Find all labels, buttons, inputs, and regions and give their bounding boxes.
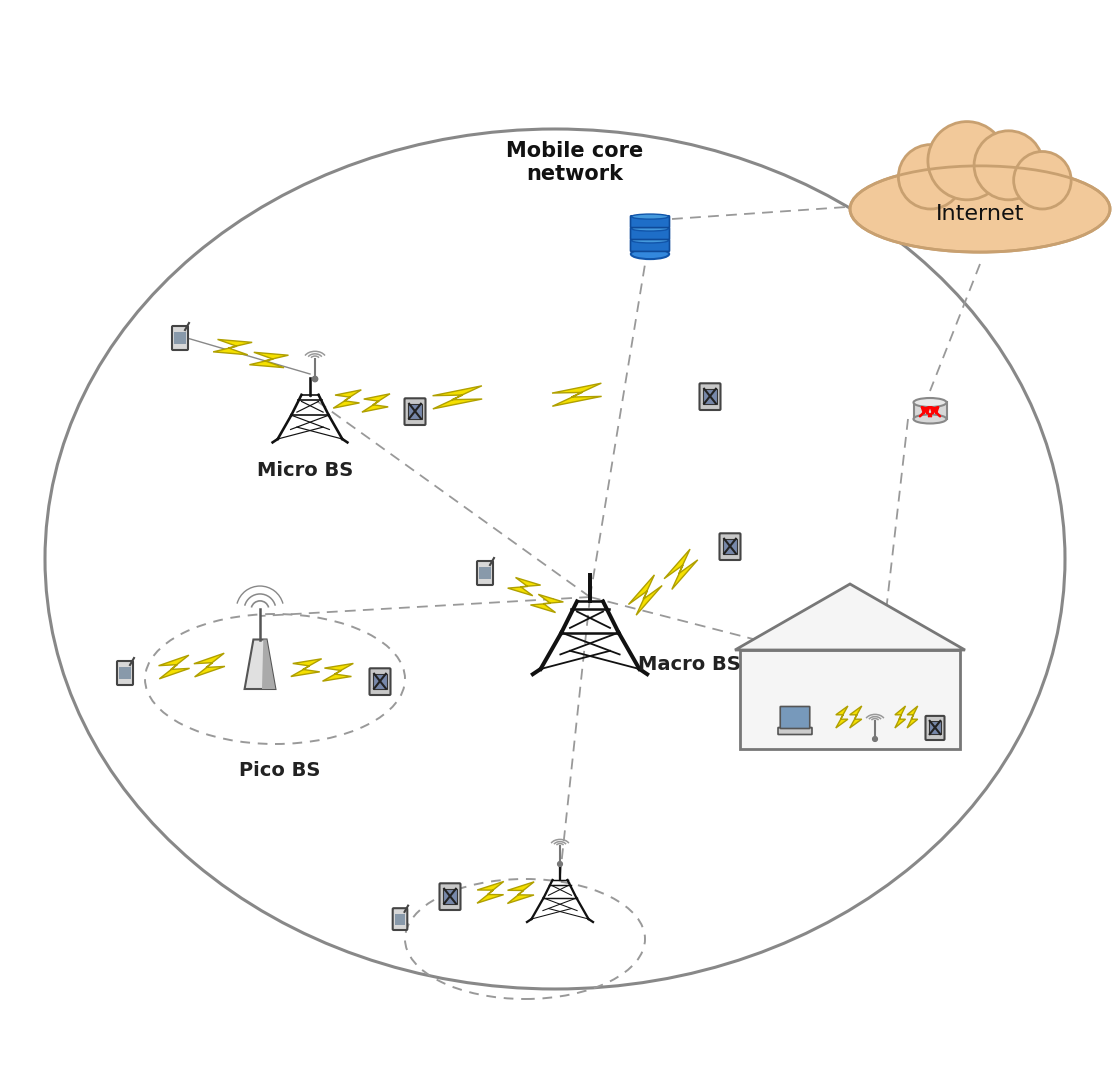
Ellipse shape: [45, 129, 1065, 989]
Circle shape: [974, 130, 1043, 200]
Polygon shape: [664, 549, 698, 589]
Polygon shape: [250, 353, 289, 368]
FancyBboxPatch shape: [631, 228, 670, 239]
Circle shape: [1014, 152, 1071, 210]
Polygon shape: [159, 655, 189, 679]
Circle shape: [872, 737, 877, 742]
Polygon shape: [432, 386, 483, 409]
Polygon shape: [262, 639, 276, 690]
Ellipse shape: [632, 214, 669, 219]
Text: Micro BS: Micro BS: [256, 461, 353, 480]
Polygon shape: [552, 383, 601, 406]
Polygon shape: [477, 882, 504, 903]
Circle shape: [312, 376, 318, 382]
Polygon shape: [531, 594, 563, 613]
Polygon shape: [334, 390, 362, 408]
FancyBboxPatch shape: [404, 399, 426, 425]
Polygon shape: [507, 882, 534, 903]
Circle shape: [558, 862, 562, 866]
Ellipse shape: [632, 237, 669, 243]
Polygon shape: [194, 653, 225, 677]
Text: Mobile core
network: Mobile core network: [506, 141, 644, 184]
Text: Pico BS: Pico BS: [240, 761, 320, 780]
FancyBboxPatch shape: [631, 239, 670, 251]
FancyBboxPatch shape: [479, 567, 491, 579]
FancyBboxPatch shape: [172, 326, 188, 350]
FancyBboxPatch shape: [408, 404, 422, 419]
FancyBboxPatch shape: [175, 331, 186, 344]
FancyBboxPatch shape: [444, 888, 457, 903]
Ellipse shape: [632, 226, 669, 231]
FancyBboxPatch shape: [477, 561, 493, 585]
Polygon shape: [850, 706, 861, 728]
Polygon shape: [362, 393, 390, 413]
Polygon shape: [291, 659, 321, 677]
Polygon shape: [907, 706, 917, 728]
FancyBboxPatch shape: [370, 668, 391, 695]
Polygon shape: [213, 340, 252, 355]
FancyBboxPatch shape: [393, 909, 408, 930]
FancyBboxPatch shape: [373, 673, 386, 688]
FancyBboxPatch shape: [781, 707, 810, 728]
FancyBboxPatch shape: [778, 728, 812, 734]
FancyBboxPatch shape: [925, 716, 944, 740]
Polygon shape: [895, 706, 906, 728]
FancyBboxPatch shape: [119, 667, 131, 679]
FancyBboxPatch shape: [724, 539, 737, 554]
Polygon shape: [323, 664, 353, 681]
Polygon shape: [628, 575, 662, 615]
Ellipse shape: [631, 249, 669, 259]
FancyBboxPatch shape: [631, 216, 670, 228]
Polygon shape: [507, 577, 541, 595]
FancyBboxPatch shape: [439, 883, 460, 910]
Text: Macro BS: Macro BS: [638, 654, 740, 673]
FancyBboxPatch shape: [914, 403, 946, 419]
Polygon shape: [735, 584, 965, 650]
Circle shape: [927, 122, 1006, 200]
FancyBboxPatch shape: [703, 389, 717, 404]
Text: Internet: Internet: [936, 204, 1024, 224]
Polygon shape: [836, 706, 848, 728]
FancyBboxPatch shape: [116, 661, 133, 685]
Circle shape: [898, 144, 963, 210]
Polygon shape: [244, 639, 276, 690]
FancyBboxPatch shape: [700, 384, 720, 410]
FancyBboxPatch shape: [394, 914, 405, 925]
Ellipse shape: [850, 166, 1110, 252]
FancyBboxPatch shape: [719, 533, 740, 560]
FancyBboxPatch shape: [928, 721, 941, 734]
Ellipse shape: [914, 398, 946, 407]
Ellipse shape: [914, 415, 946, 423]
FancyBboxPatch shape: [740, 650, 960, 749]
